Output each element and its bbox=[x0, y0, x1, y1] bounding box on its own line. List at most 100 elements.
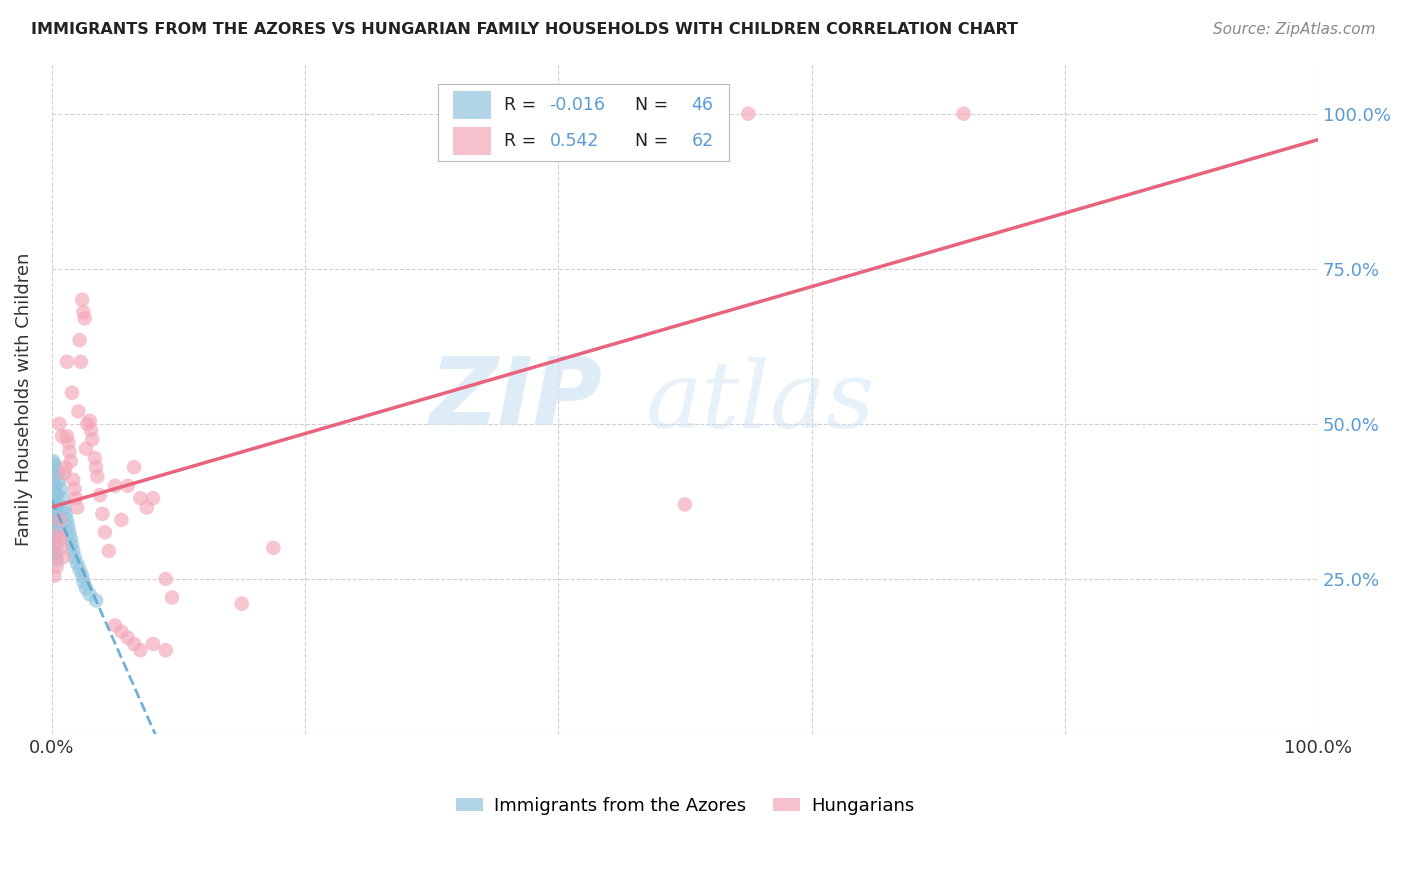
Point bbox=[83, 450, 105, 465]
Point bbox=[45, 528, 67, 542]
Point bbox=[44, 568, 66, 582]
Point bbox=[673, 498, 696, 512]
Point bbox=[58, 435, 80, 450]
Point bbox=[97, 544, 120, 558]
Point bbox=[44, 498, 66, 512]
Point bbox=[44, 482, 66, 496]
Point bbox=[42, 454, 65, 468]
Point bbox=[104, 618, 127, 632]
Point bbox=[58, 444, 80, 458]
Point bbox=[86, 469, 108, 483]
Point bbox=[129, 643, 152, 657]
Point bbox=[45, 532, 67, 546]
Text: IMMIGRANTS FROM THE AZORES VS HUNGARIAN FAMILY HOUSEHOLDS WITH CHILDREN CORRELAT: IMMIGRANTS FROM THE AZORES VS HUNGARIAN … bbox=[31, 22, 1018, 37]
Point bbox=[72, 305, 94, 319]
Point bbox=[142, 637, 165, 651]
Point bbox=[75, 581, 97, 595]
Text: N =: N = bbox=[624, 132, 673, 150]
Point bbox=[45, 507, 67, 521]
Text: atlas: atlas bbox=[647, 358, 876, 448]
Point bbox=[73, 311, 96, 326]
Point bbox=[45, 559, 67, 574]
Text: 46: 46 bbox=[692, 96, 713, 114]
Point bbox=[135, 500, 157, 515]
FancyBboxPatch shape bbox=[439, 84, 730, 161]
Point bbox=[45, 550, 67, 565]
Point bbox=[155, 572, 177, 586]
Point bbox=[56, 429, 79, 443]
Point bbox=[70, 355, 93, 369]
Point bbox=[56, 355, 79, 369]
Point bbox=[56, 513, 79, 527]
Point bbox=[45, 500, 67, 515]
Point bbox=[67, 404, 90, 418]
Point bbox=[122, 637, 145, 651]
Point bbox=[69, 563, 91, 577]
Point bbox=[44, 509, 66, 524]
Point bbox=[952, 106, 974, 120]
Point bbox=[231, 597, 253, 611]
Point bbox=[82, 433, 104, 447]
Text: 0.542: 0.542 bbox=[550, 132, 599, 150]
Point bbox=[76, 417, 98, 431]
Point bbox=[117, 631, 139, 645]
Point bbox=[58, 519, 80, 533]
Point bbox=[48, 513, 70, 527]
Point bbox=[66, 557, 89, 571]
Point bbox=[89, 488, 111, 502]
Point bbox=[45, 460, 67, 475]
Point bbox=[51, 541, 73, 555]
Point bbox=[44, 513, 66, 527]
Point bbox=[62, 473, 84, 487]
Point bbox=[42, 516, 65, 530]
Point bbox=[44, 538, 66, 552]
Point bbox=[44, 457, 66, 471]
Point bbox=[155, 643, 177, 657]
Point bbox=[45, 503, 67, 517]
Bar bbox=[453, 127, 491, 155]
Point bbox=[80, 423, 103, 437]
Point bbox=[84, 460, 107, 475]
Point bbox=[129, 491, 152, 506]
Point bbox=[70, 568, 93, 582]
Point bbox=[46, 467, 69, 481]
Point bbox=[94, 525, 117, 540]
Point bbox=[49, 482, 72, 496]
Point bbox=[75, 442, 97, 456]
Text: Source: ZipAtlas.com: Source: ZipAtlas.com bbox=[1212, 22, 1375, 37]
Point bbox=[55, 507, 77, 521]
Point bbox=[52, 550, 75, 565]
Point bbox=[79, 414, 101, 428]
Point bbox=[59, 454, 82, 468]
Point bbox=[48, 417, 70, 431]
Point bbox=[45, 550, 67, 565]
Point bbox=[45, 488, 67, 502]
Point bbox=[63, 550, 86, 565]
Point bbox=[59, 532, 82, 546]
Point bbox=[44, 469, 66, 483]
Text: -0.016: -0.016 bbox=[550, 96, 606, 114]
Point bbox=[42, 494, 65, 508]
Point bbox=[45, 479, 67, 493]
Text: R =: R = bbox=[503, 96, 541, 114]
Point bbox=[69, 333, 91, 347]
Point bbox=[60, 385, 83, 400]
Point bbox=[44, 525, 66, 540]
Point bbox=[110, 513, 132, 527]
Point bbox=[142, 491, 165, 506]
Point bbox=[91, 507, 114, 521]
Text: R =: R = bbox=[503, 132, 541, 150]
Point bbox=[58, 525, 80, 540]
Point bbox=[45, 491, 67, 506]
Point bbox=[104, 479, 127, 493]
Point bbox=[45, 519, 67, 533]
Point bbox=[45, 538, 67, 552]
Point bbox=[84, 593, 107, 607]
Point bbox=[62, 544, 84, 558]
Point bbox=[55, 460, 77, 475]
Point bbox=[262, 541, 284, 555]
Point bbox=[45, 522, 67, 536]
Point bbox=[70, 293, 93, 307]
Point bbox=[79, 587, 101, 601]
Point bbox=[48, 473, 70, 487]
